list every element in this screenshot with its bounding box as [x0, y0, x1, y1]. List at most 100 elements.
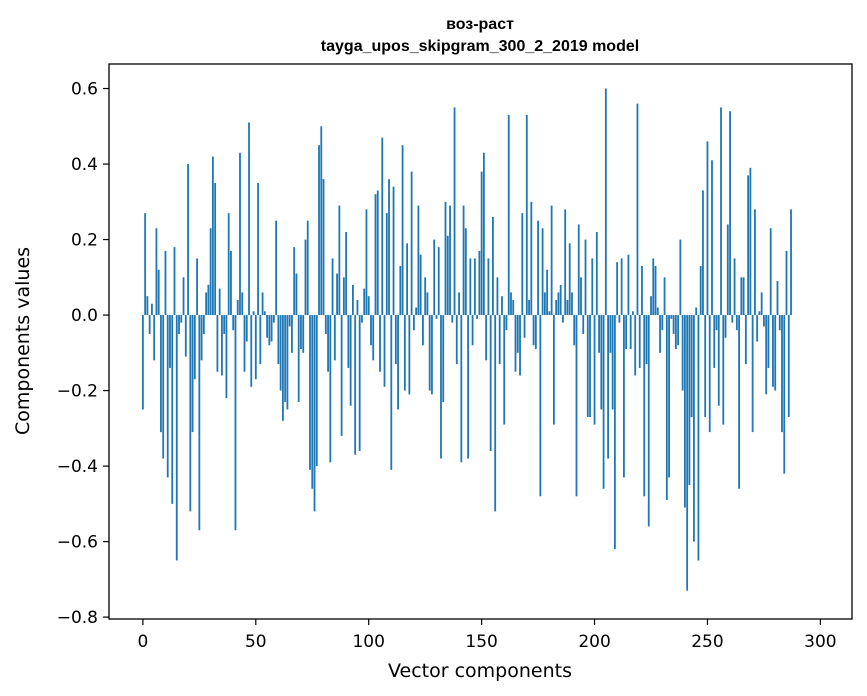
bar: [704, 315, 707, 418]
bar: [555, 299, 558, 316]
bar: [663, 277, 666, 316]
bar: [216, 315, 219, 372]
bar: [458, 292, 460, 316]
bar: [665, 315, 668, 501]
bar: [559, 284, 562, 316]
bar: [291, 315, 293, 353]
bar: [562, 315, 564, 323]
x-axis-ticks: 0 50 100 150 200 250 300: [137, 619, 837, 652]
bar: [243, 315, 246, 372]
bar: [629, 315, 632, 350]
bar: [223, 315, 226, 334]
bar: [153, 315, 156, 361]
bar: [683, 315, 686, 508]
bar: [735, 315, 738, 331]
bar: [496, 277, 499, 316]
bar: [785, 250, 788, 316]
bar: [331, 258, 334, 316]
bar: [417, 205, 420, 316]
bar: [347, 315, 350, 368]
bar: [392, 186, 395, 316]
y-tick-label: 0.2: [71, 231, 98, 251]
bar: [722, 315, 725, 425]
bar: [589, 315, 591, 418]
bar: [266, 315, 268, 338]
bar: [268, 315, 271, 346]
bar: [462, 205, 465, 316]
bar: [494, 315, 497, 512]
bar: [313, 315, 316, 512]
bar: [374, 194, 377, 316]
bar: [342, 277, 345, 316]
bar: [288, 315, 291, 327]
bar: [573, 315, 576, 346]
bar: [426, 292, 429, 316]
x-tick-label: 300: [804, 632, 836, 652]
bar: [600, 315, 603, 410]
bar: [790, 209, 792, 316]
bar: [623, 315, 625, 478]
bar: [187, 164, 189, 316]
bar: [582, 315, 585, 334]
bar: [758, 311, 761, 316]
bar: [753, 209, 756, 316]
bar: [433, 239, 436, 316]
y-tick-label: −0.8: [57, 608, 98, 628]
bar: [338, 205, 341, 316]
bar: [281, 315, 284, 421]
bar: [760, 292, 763, 316]
bar: [315, 315, 318, 467]
bar: [209, 228, 212, 316]
bar: [370, 315, 372, 346]
bar: [234, 315, 237, 531]
bar: [184, 315, 187, 357]
bar: [564, 209, 567, 316]
bar: [580, 277, 582, 316]
bar: [424, 277, 427, 316]
bar: [740, 277, 743, 316]
bar: [397, 315, 399, 410]
bar: [365, 209, 368, 316]
bar: [471, 315, 474, 346]
x-tick-label: 200: [578, 632, 610, 652]
bar: [198, 315, 201, 531]
bar: [641, 265, 643, 316]
y-tick-label: −0.4: [57, 457, 98, 477]
bar: [591, 258, 594, 316]
bar: [774, 315, 777, 391]
bar: [693, 315, 695, 542]
bar: [679, 239, 682, 316]
bar: [259, 315, 262, 365]
bar: [568, 243, 571, 316]
bar: [632, 311, 634, 316]
bar: [738, 315, 740, 489]
chart-title: воз-раст: [446, 16, 514, 33]
bar: [485, 315, 488, 361]
bar: [593, 315, 596, 425]
bar: [189, 315, 192, 512]
bar: [546, 269, 549, 316]
bar: [602, 315, 605, 489]
bar: [571, 292, 573, 316]
bar: [239, 152, 241, 316]
bar: [399, 265, 402, 316]
bar: [354, 315, 357, 455]
bar: [257, 182, 259, 316]
bar: [272, 315, 275, 323]
bar: [498, 315, 501, 365]
bar: [537, 220, 539, 316]
y-tick-label: 0.0: [71, 306, 98, 326]
bar: [191, 315, 194, 433]
bar: [200, 315, 203, 361]
bar: [193, 315, 196, 380]
bar: [720, 107, 722, 316]
bar: [482, 152, 485, 316]
bar: [690, 315, 693, 418]
bar: [699, 265, 702, 316]
bar: [577, 224, 580, 316]
bar: [525, 114, 528, 316]
bar: [178, 315, 180, 334]
bar: [668, 315, 670, 478]
bar: [166, 315, 169, 478]
